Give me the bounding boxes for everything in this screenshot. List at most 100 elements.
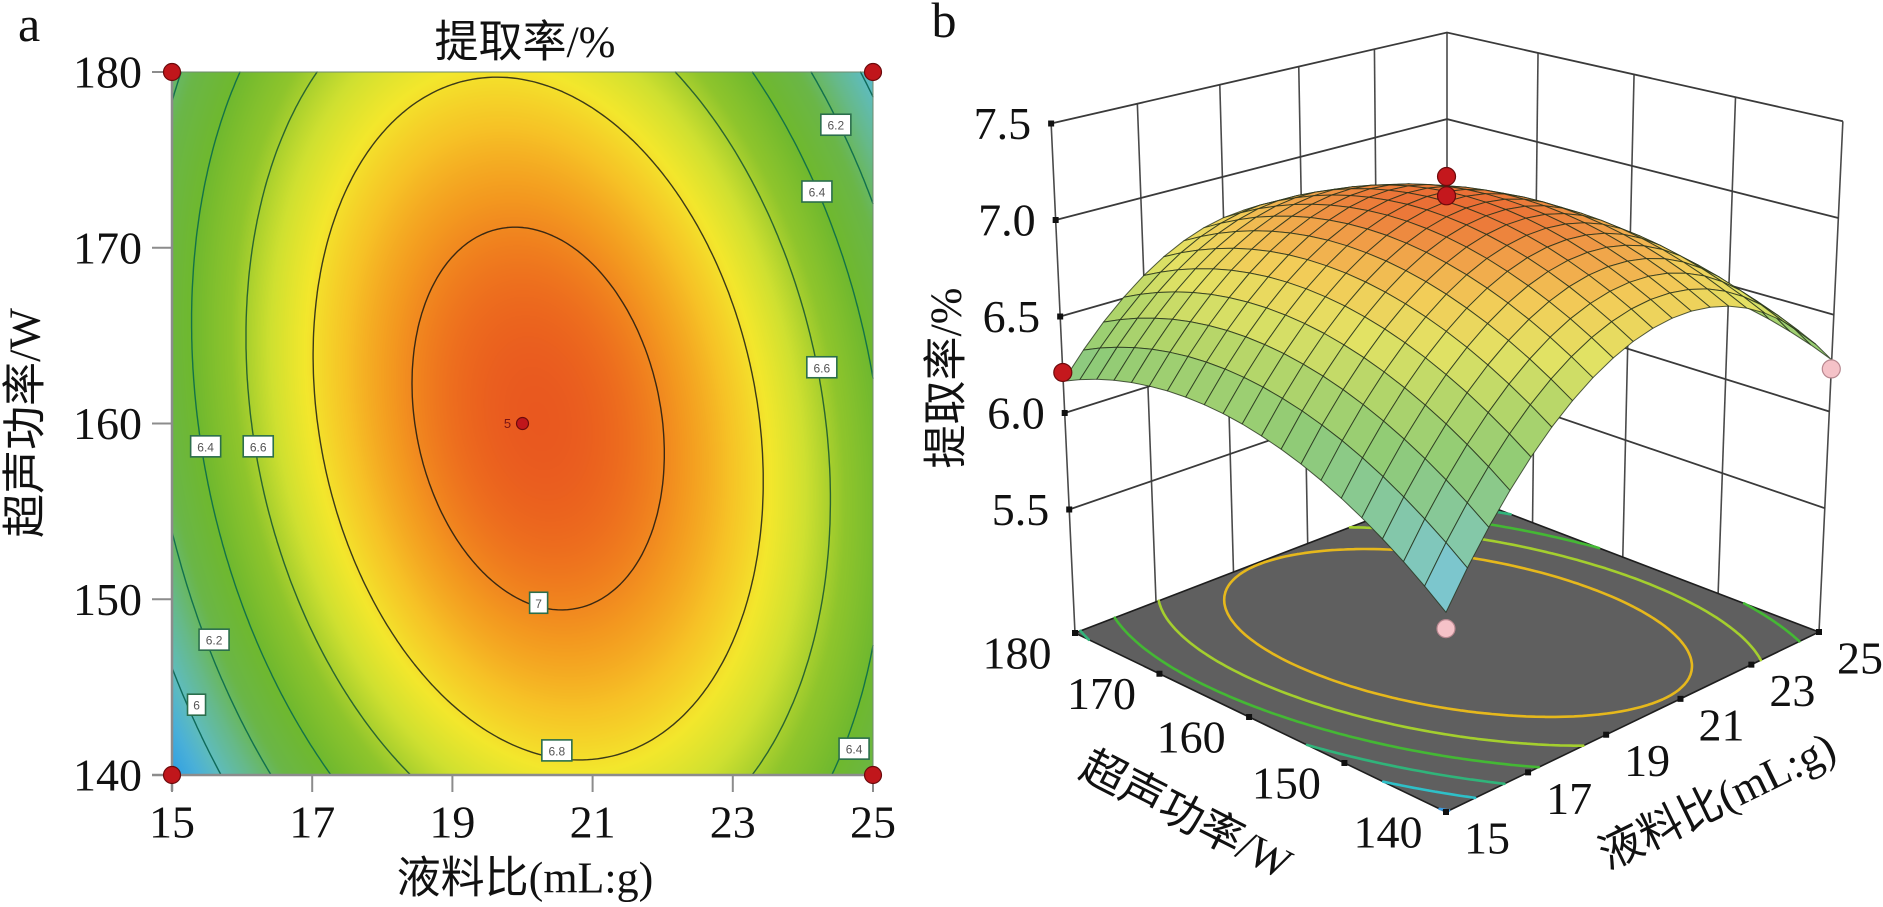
surface-facet — [1424, 542, 1468, 613]
z-tick-label: 7.0 — [978, 195, 1036, 246]
ratio-tick-mark — [1748, 661, 1755, 668]
design-point — [863, 62, 883, 82]
contour-label-box — [801, 180, 833, 203]
contour-label: 6.6 — [806, 355, 838, 379]
contour-label: 6 — [186, 693, 207, 717]
contour-line-6.8 — [312, 76, 764, 761]
contour-lines — [171, 71, 874, 776]
right-wall-gridline-vertical — [1717, 97, 1737, 594]
ratio-tick-mark — [1677, 695, 1684, 702]
contour-label: 6.4 — [189, 435, 222, 458]
y-axis-title: 超声功率/W — [1, 308, 50, 538]
power-tick-label: 160 — [1157, 711, 1226, 762]
ratio-tick-mark — [1816, 629, 1822, 635]
contour-label-text: 6.2 — [828, 119, 845, 133]
panel-a-tick-labels: 15 17 19 21 23 25 140 150 160 170 180 — [73, 47, 896, 848]
ratio-tick-label: 25 — [1837, 633, 1883, 684]
power-tick-label: 140 — [1354, 807, 1423, 858]
x-tick-label: 25 — [850, 797, 896, 848]
contour-line-6.6 — [245, 71, 832, 776]
wall-gridline-horizontal — [1050, 31, 1844, 125]
design-point — [162, 62, 182, 82]
ratio-tick-label: 19 — [1624, 735, 1670, 786]
design-point-below-surface — [1821, 359, 1841, 379]
contour-label-text: 6.6 — [813, 361, 830, 375]
wall-gridline-horizontal — [1055, 118, 1839, 221]
ratio-tick-label: 21 — [1698, 699, 1744, 750]
ratio-tick-label: 23 — [1769, 665, 1815, 716]
panel-a-axes — [152, 71, 874, 792]
contour-label-text: 6.4 — [846, 743, 863, 757]
response-surface — [1062, 183, 1833, 613]
design-point-above-surface — [1436, 186, 1457, 206]
ratio-tick-mark — [1525, 769, 1532, 776]
z-tick-mark — [1066, 506, 1073, 513]
design-points: 5 — [162, 62, 883, 785]
contour-line-7.0 — [411, 226, 665, 611]
contour-label-text: 6.4 — [197, 440, 214, 454]
contour-label: 6.4 — [801, 180, 833, 203]
power-tick-label: 180 — [983, 628, 1052, 679]
power-tick-mark — [1072, 630, 1078, 636]
design-point — [162, 765, 182, 785]
ratio-tick-mark — [1603, 731, 1610, 738]
z-axis-title: 提取率/% — [922, 288, 971, 469]
contour-label-box — [820, 113, 852, 137]
contour-label-box — [528, 591, 549, 615]
contour-label-text: 6 — [193, 699, 200, 713]
y-tick-label: 160 — [73, 398, 142, 449]
x-axis-title: 液料比(mL:g) — [397, 854, 654, 903]
contour-label-box — [189, 435, 222, 458]
ratio-tick-mark — [1443, 809, 1449, 815]
contour-label-box — [198, 628, 230, 651]
contour-label-text: 6.4 — [809, 186, 826, 200]
power-tick-mark — [1341, 759, 1348, 766]
z-tick-mark — [1061, 409, 1068, 416]
ratio-tick-label: 17 — [1546, 773, 1592, 824]
contour-label-box — [186, 693, 207, 717]
x-tick-label: 19 — [429, 797, 475, 848]
replicate-count-label: 5 — [504, 416, 511, 431]
x-tick-label: 17 — [289, 797, 335, 848]
x-tick-label: 23 — [710, 797, 756, 848]
design-point — [863, 765, 883, 785]
z-tick-mark — [1052, 217, 1059, 224]
power-tick-label: 150 — [1252, 757, 1321, 808]
contour-label: 6.6 — [242, 435, 275, 458]
y-tick-label: 150 — [73, 574, 142, 625]
contour-label-text: 7 — [535, 597, 542, 611]
panel-label-b: b — [932, 0, 957, 48]
contour-label-text: 6.2 — [206, 634, 223, 648]
z-tick-label: 7.5 — [974, 98, 1032, 149]
z-tick-mark — [1057, 313, 1064, 320]
contour-label: 6.4 — [838, 737, 870, 760]
contour-label: 6.2 — [198, 628, 230, 651]
contour-labels: 6.2 6.4 6.6 6.4 6.6 7 6.2 6 6.8 6.4 — [186, 113, 870, 762]
z-tick-label: 6.5 — [983, 291, 1041, 342]
y-tick-label: 180 — [73, 47, 142, 98]
contour-line-6.4 — [190, 71, 874, 776]
contour-label-box — [242, 435, 275, 458]
z-tick-label: 6.0 — [987, 387, 1045, 438]
ratio-tick-label: 15 — [1464, 813, 1510, 864]
contour-label-text: 6.6 — [250, 440, 267, 454]
contour-label-text: 6.8 — [549, 744, 566, 758]
design-points-3d — [1053, 166, 1841, 639]
center-design-point — [515, 416, 530, 431]
contour-label: 6.8 — [541, 739, 573, 762]
y-tick-label: 170 — [73, 222, 142, 273]
z-tick-mark — [1048, 120, 1055, 127]
design-point-above-surface — [1436, 166, 1457, 187]
power-tick-mark — [1156, 670, 1163, 677]
z-tick-label: 5.5 — [992, 484, 1050, 535]
panel-b-ticks: 5.5 6.0 6.5 7.0 7.5 140 150 160 170 180 15 17 19 21 23… — [974, 98, 1883, 863]
design-point-below-surface — [1436, 619, 1456, 639]
contour-label-box — [806, 355, 838, 379]
panel-a-contour-plot: 6.2 6.4 6.6 6.4 6.6 7 6.2 6 6.8 6.4 5 15 17 19 21 23 2… — [1, 0, 897, 903]
contour-label: 7 — [528, 591, 549, 615]
chart-title: 提取率/% — [435, 18, 616, 67]
x-tick-label: 15 — [149, 797, 195, 848]
design-point-above-surface — [1053, 362, 1073, 383]
